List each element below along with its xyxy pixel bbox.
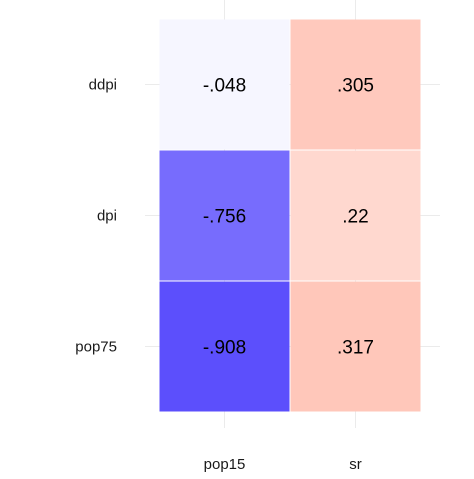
cell-value-label-pop75-sr: .317 (337, 338, 374, 359)
cell-value-label-dpi-pop15: -.756 (203, 207, 246, 228)
y-tick-label-dpi: dpi (97, 208, 117, 225)
cell-value-label-dpi-sr: .22 (342, 207, 368, 228)
heatmap-cell-dpi-sr (290, 150, 421, 281)
heatmap-cell-ddpi-sr (290, 19, 421, 150)
heatmap-cell-dpi-pop15 (159, 150, 290, 281)
x-axis: pop15 sr (204, 456, 362, 473)
cell-labels-layer: -.048 .305 -.756 .22 -.908 .317 (203, 76, 374, 359)
y-axis: ddpi dpi pop75 (75, 77, 117, 356)
heatmap-cell-pop75-pop15 (159, 281, 290, 412)
heatmap-cell-pop75-sr (290, 281, 421, 412)
x-tick-label-sr: sr (349, 456, 362, 473)
cell-value-label-pop75-pop15: -.908 (203, 338, 246, 359)
cell-value-label-ddpi-pop15: -.048 (203, 76, 246, 97)
y-tick-label-pop75: pop75 (75, 339, 117, 356)
heatmap-cell-ddpi-pop15 (159, 19, 290, 150)
x-tick-label-pop15: pop15 (204, 456, 246, 473)
y-tick-label-ddpi: ddpi (89, 77, 117, 94)
cell-value-label-ddpi-sr: .305 (337, 76, 374, 97)
cells-layer (159, 19, 421, 412)
